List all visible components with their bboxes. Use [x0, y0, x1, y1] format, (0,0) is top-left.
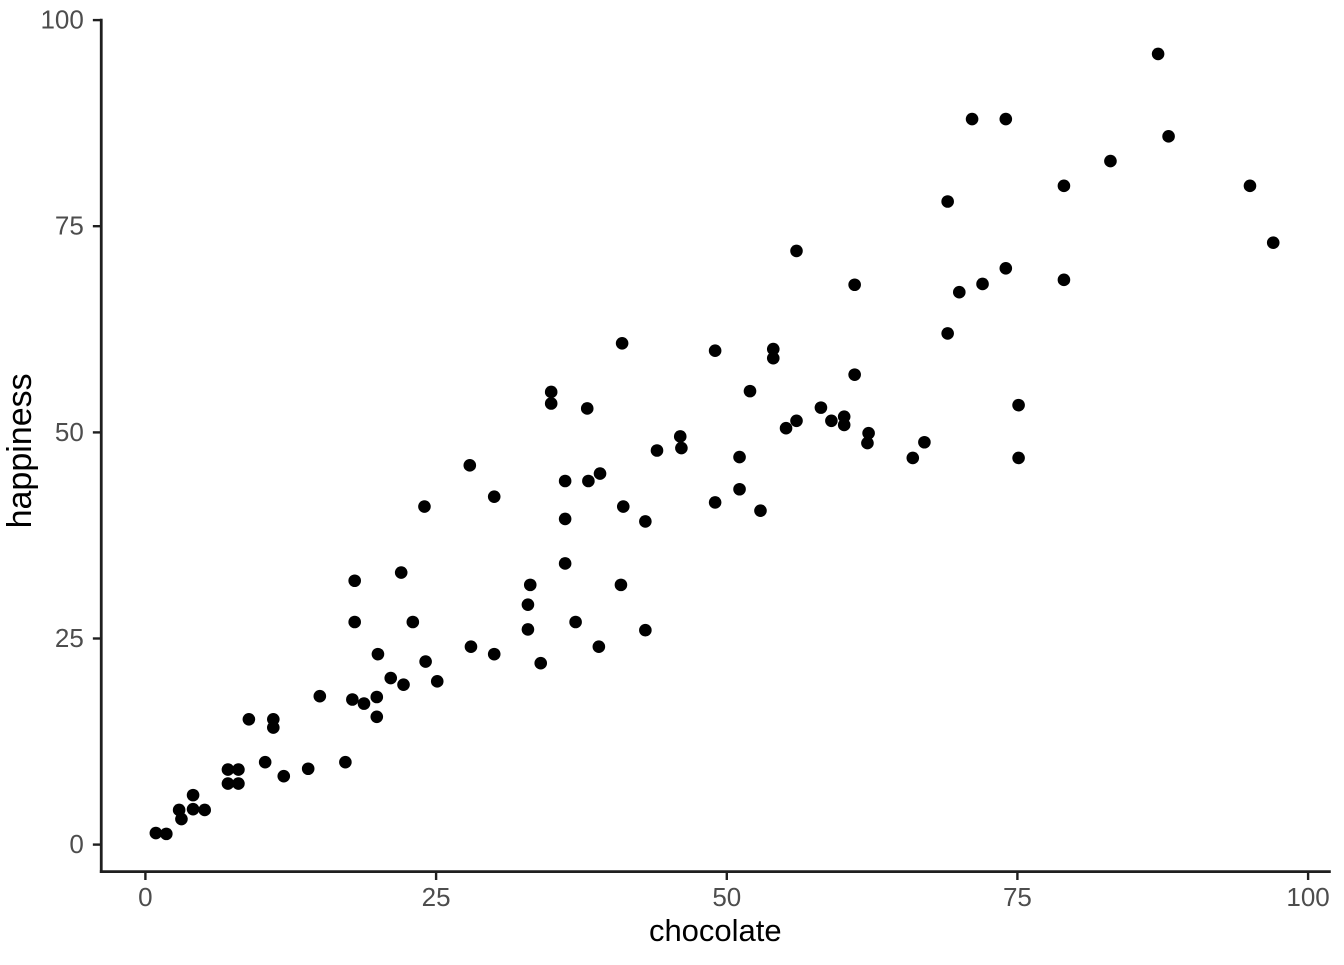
svg-text:25: 25 — [55, 623, 84, 653]
svg-text:happiness: happiness — [1, 373, 39, 528]
svg-text:50: 50 — [712, 882, 741, 912]
svg-text:50: 50 — [55, 417, 84, 447]
svg-text:75: 75 — [55, 211, 84, 241]
svg-text:25: 25 — [422, 882, 451, 912]
svg-text:chocolate: chocolate — [649, 913, 782, 948]
svg-text:75: 75 — [1003, 882, 1032, 912]
svg-text:100: 100 — [1286, 882, 1329, 912]
svg-text:100: 100 — [40, 5, 83, 35]
svg-text:0: 0 — [138, 882, 152, 912]
svg-text:0: 0 — [69, 829, 83, 859]
